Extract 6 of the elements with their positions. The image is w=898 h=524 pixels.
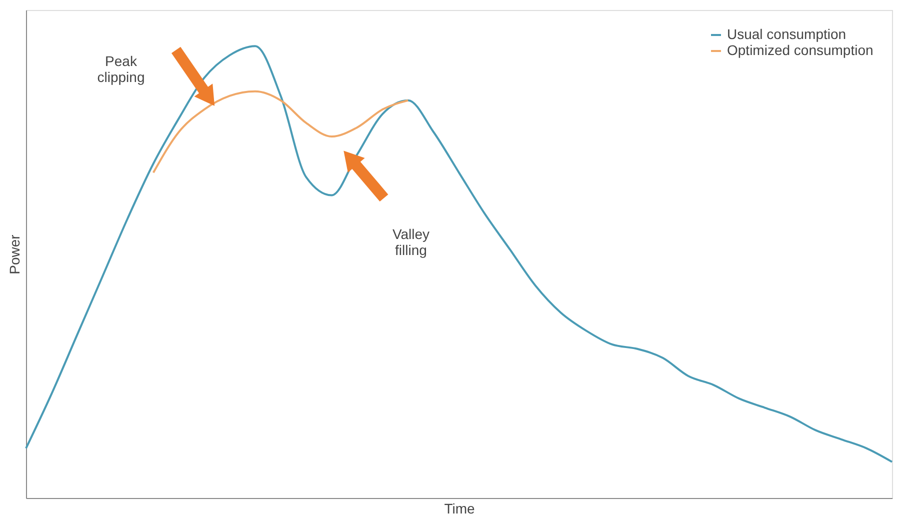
x-axis-title: Time xyxy=(444,500,476,516)
annotation: Valley filling xyxy=(392,226,430,258)
y-axis-title: Power xyxy=(6,234,22,274)
annotation: Peak clipping xyxy=(97,53,145,85)
legend-label: Optimized consumption xyxy=(727,42,874,58)
legend-label: Usual consumption xyxy=(727,26,846,42)
